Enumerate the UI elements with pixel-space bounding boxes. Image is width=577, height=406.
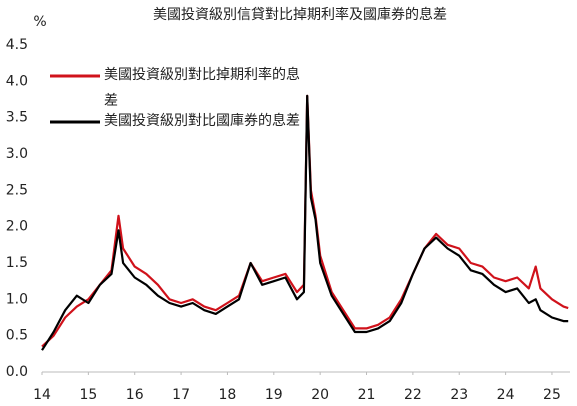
y-tick-label: 3.0 — [6, 146, 28, 162]
x-tick-label: 24 — [497, 387, 515, 403]
series-line — [41, 94, 569, 351]
x-tick-label: 23 — [450, 387, 468, 403]
x-tick-label: 14 — [33, 387, 51, 403]
legend-label: 美國投資級別對比掉期利率的息差 — [104, 67, 300, 109]
x-tick-label: 17 — [172, 387, 190, 403]
y-tick-label: 2.0 — [6, 219, 28, 235]
y-unit: % — [33, 14, 46, 30]
x-tick-label: 15 — [79, 387, 97, 403]
y-tick-label: 1.5 — [6, 255, 28, 271]
x-tick-label: 20 — [311, 387, 329, 403]
x-tick-label: 22 — [404, 387, 422, 403]
x-tick-label: 25 — [543, 387, 561, 403]
legend-label: 美國投資級別對比國庫券的息差 — [104, 113, 300, 129]
y-tick-label: 4.0 — [6, 73, 28, 89]
chart-title: 美國投資級別信貸對比掉期利率及國庫券的息差 — [153, 6, 447, 23]
y-tick-label: 3.5 — [6, 110, 28, 126]
y-tick-label: 2.5 — [6, 182, 28, 198]
y-tick-label: 4.5 — [6, 37, 28, 53]
x-tick-label: 21 — [358, 387, 376, 403]
x-tick-label: 19 — [265, 387, 283, 403]
x-tick-label: 16 — [126, 387, 144, 403]
y-tick-label: 1.0 — [6, 291, 28, 307]
y-tick-label: 0.5 — [6, 328, 28, 344]
y-tick-label: 0.0 — [6, 364, 28, 380]
x-tick-label: 18 — [219, 387, 237, 403]
